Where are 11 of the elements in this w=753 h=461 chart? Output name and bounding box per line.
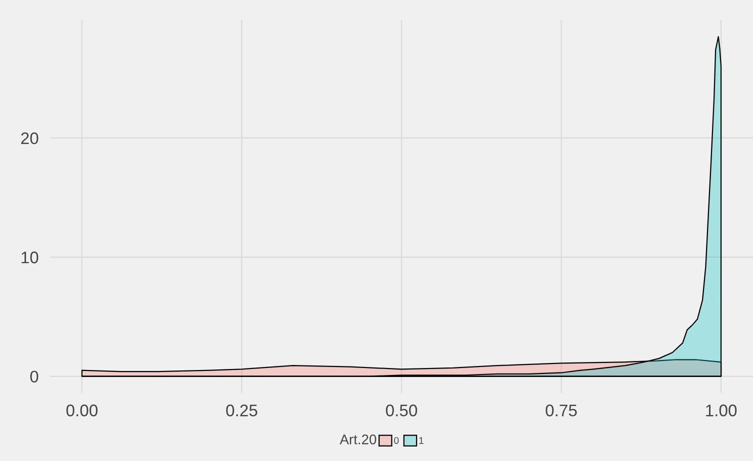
x-tick-label: 0.50 bbox=[386, 404, 418, 416]
legend-title: Art.20 bbox=[340, 434, 376, 444]
y-tick-label: 20 bbox=[21, 132, 38, 144]
y-tick-label: 0 bbox=[30, 370, 38, 383]
x-tick-label: 0.25 bbox=[226, 404, 258, 416]
x-tick-label: 0.00 bbox=[66, 404, 98, 416]
x-tick-label: 0.75 bbox=[546, 404, 577, 416]
legend-label: 1 bbox=[419, 437, 424, 444]
y-tick-label: 10 bbox=[22, 252, 38, 264]
x-tick-label: 1.00 bbox=[706, 404, 737, 416]
legend-label: 0 bbox=[394, 437, 399, 444]
